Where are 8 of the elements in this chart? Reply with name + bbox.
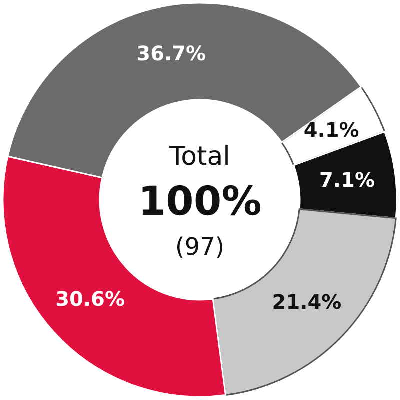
data-label: 30.6% xyxy=(56,287,126,312)
text: 100% xyxy=(138,179,262,225)
data-label: 21.4% xyxy=(272,290,342,314)
text: (97) xyxy=(175,233,225,261)
text: Total xyxy=(168,142,230,172)
data-label: 4.1% xyxy=(304,118,360,142)
data-label: 36.7% xyxy=(136,41,206,66)
data-label: 7.1% xyxy=(320,168,375,192)
